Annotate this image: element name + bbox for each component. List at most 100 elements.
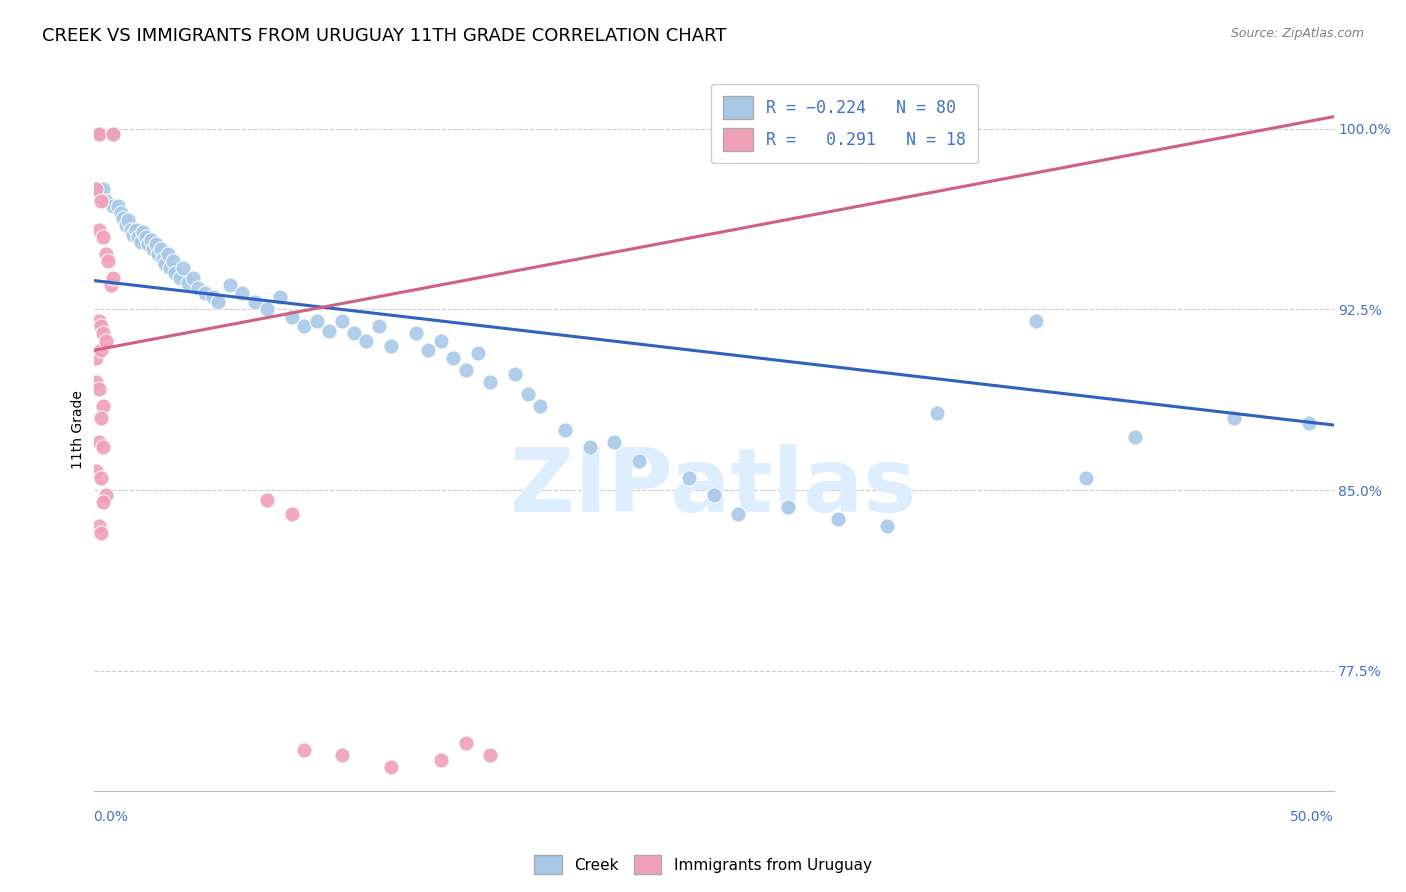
Point bbox=[145, 237, 167, 252]
Point bbox=[127, 230, 149, 244]
Point bbox=[112, 211, 135, 225]
Point bbox=[281, 507, 304, 521]
Point bbox=[318, 324, 340, 338]
Point bbox=[169, 271, 191, 285]
Point bbox=[418, 343, 440, 358]
Point bbox=[380, 338, 402, 352]
Point bbox=[678, 471, 700, 485]
Point bbox=[454, 736, 477, 750]
Point bbox=[97, 254, 120, 268]
Point bbox=[120, 223, 142, 237]
Point bbox=[628, 454, 651, 468]
Point bbox=[117, 213, 139, 227]
Point bbox=[330, 747, 353, 762]
Point bbox=[219, 278, 242, 293]
Point bbox=[84, 351, 107, 365]
Point bbox=[925, 406, 948, 420]
Point bbox=[727, 507, 749, 521]
Point bbox=[454, 362, 477, 376]
Point bbox=[93, 440, 115, 454]
Point bbox=[103, 127, 125, 141]
Point bbox=[269, 290, 291, 304]
Point bbox=[103, 199, 125, 213]
Point bbox=[100, 278, 122, 293]
Point bbox=[90, 410, 112, 425]
Point bbox=[129, 235, 152, 249]
Point bbox=[503, 368, 526, 382]
Point bbox=[177, 276, 200, 290]
Point bbox=[201, 290, 224, 304]
Point bbox=[1074, 471, 1097, 485]
Point bbox=[827, 512, 849, 526]
Point bbox=[479, 747, 502, 762]
Point bbox=[159, 261, 181, 276]
Point bbox=[90, 319, 112, 334]
Point bbox=[114, 218, 136, 232]
Point bbox=[103, 271, 125, 285]
Point bbox=[110, 206, 132, 220]
Point bbox=[84, 182, 107, 196]
Point bbox=[429, 334, 451, 348]
Point bbox=[94, 334, 117, 348]
Point bbox=[256, 492, 278, 507]
Point bbox=[292, 743, 315, 757]
Point bbox=[876, 519, 898, 533]
Point bbox=[187, 281, 209, 295]
Point bbox=[87, 223, 110, 237]
Point bbox=[87, 434, 110, 449]
Point bbox=[87, 519, 110, 533]
Point bbox=[84, 464, 107, 478]
Point bbox=[87, 382, 110, 396]
Point bbox=[356, 334, 378, 348]
Point bbox=[122, 227, 145, 242]
Point bbox=[1025, 314, 1047, 328]
Text: CREEK VS IMMIGRANTS FROM URUGUAY 11TH GRADE CORRELATION CHART: CREEK VS IMMIGRANTS FROM URUGUAY 11TH GR… bbox=[42, 27, 727, 45]
Point bbox=[479, 375, 502, 389]
Point bbox=[578, 440, 600, 454]
Point bbox=[516, 386, 538, 401]
Point bbox=[93, 182, 115, 196]
Legend: R = −0.224   N = 80, R =   0.291   N = 18: R = −0.224 N = 80, R = 0.291 N = 18 bbox=[711, 84, 979, 163]
Point bbox=[231, 285, 253, 300]
Point bbox=[194, 285, 217, 300]
Point bbox=[156, 247, 179, 261]
Text: Source: ZipAtlas.com: Source: ZipAtlas.com bbox=[1230, 27, 1364, 40]
Point bbox=[142, 242, 165, 256]
Point bbox=[152, 252, 174, 266]
Point bbox=[93, 495, 115, 509]
Point bbox=[103, 127, 125, 141]
Point bbox=[162, 254, 184, 268]
Point bbox=[702, 488, 724, 502]
Point bbox=[94, 247, 117, 261]
Point bbox=[125, 223, 148, 237]
Point bbox=[529, 399, 551, 413]
Point bbox=[367, 319, 389, 334]
Point bbox=[165, 266, 187, 280]
Point bbox=[243, 295, 266, 310]
Point bbox=[207, 295, 229, 310]
Point bbox=[136, 237, 159, 252]
Point bbox=[256, 302, 278, 317]
Point bbox=[87, 127, 110, 141]
Point bbox=[94, 194, 117, 208]
Point bbox=[93, 326, 115, 341]
Y-axis label: 11th Grade: 11th Grade bbox=[72, 391, 86, 469]
Point bbox=[155, 257, 177, 271]
Text: 0.0%: 0.0% bbox=[94, 811, 128, 824]
Point bbox=[380, 760, 402, 774]
Point bbox=[554, 423, 576, 437]
Point bbox=[146, 247, 169, 261]
Point bbox=[149, 242, 172, 256]
Point bbox=[87, 314, 110, 328]
Point bbox=[441, 351, 464, 365]
Point bbox=[84, 375, 107, 389]
Point bbox=[330, 314, 353, 328]
Text: 50.0%: 50.0% bbox=[1289, 811, 1333, 824]
Point bbox=[132, 225, 155, 239]
Point bbox=[305, 314, 328, 328]
Point bbox=[405, 326, 427, 341]
Point bbox=[281, 310, 304, 324]
Point bbox=[90, 194, 112, 208]
Point bbox=[90, 471, 112, 485]
Point bbox=[776, 500, 799, 514]
